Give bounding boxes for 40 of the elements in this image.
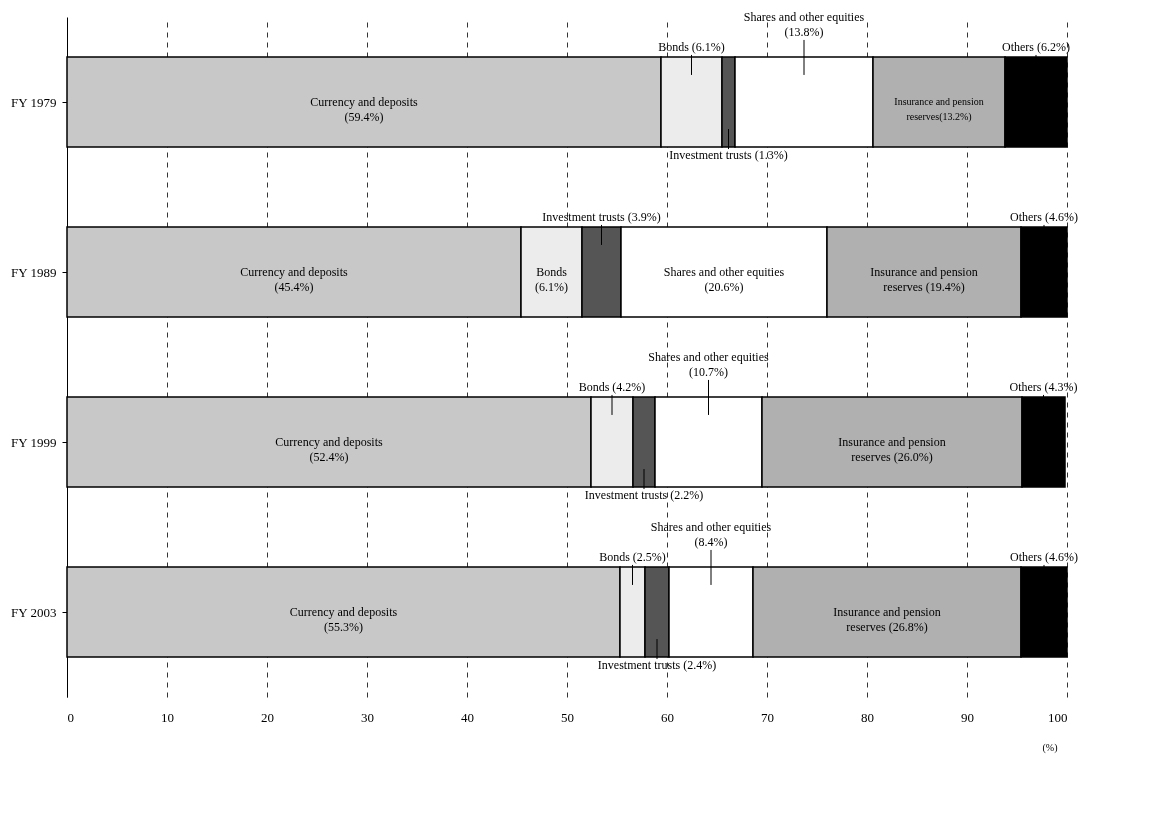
x-axis-title: (%) [1042,741,1058,754]
data-label: Shares and other equities (10.7%) [648,349,769,379]
data-label: Bonds (6.1%) [658,39,725,54]
x-tick-label: 90 [961,709,974,725]
data-label: Investment trusts (3.9%) [542,209,661,224]
data-label: Bonds (4.2%) [578,379,646,394]
y-tick-label: FY 1999 [11,434,57,450]
x-tick-label: 0 [67,709,74,725]
x-tick-label: 30 [361,709,374,725]
data-label: Currency and deposits (52.4%) [275,435,383,464]
data-label: Shares and other equities (8.4%) [650,519,772,549]
data-label: Currency and deposits (59.4%) [310,95,418,124]
data-label: Insurance and pension reserves(13.2%) [894,96,984,123]
x-tick-label: 80 [861,709,874,725]
data-label: Insurance and pension reserves (26.0%) [838,435,946,464]
x-tick-label: 100 [1048,709,1068,725]
x-tick-label: 70 [761,709,774,725]
data-label: Others (4.6%) [1010,209,1078,224]
y-tick-label: FY 1979 [11,94,57,110]
x-tick-label: 20 [261,709,274,725]
y-tick-label: FY 1989 [11,264,57,280]
data-label: Currency and deposits (45.4%) [240,265,348,294]
x-tick-label: 40 [461,709,474,725]
y-tick-label: FY 2003 [11,604,57,620]
data-label: Shares and other equities (13.8%) [743,9,865,39]
data-label: Investment trusts (2.2%) [584,488,704,503]
data-label: Others (4.6%) [1010,549,1078,564]
data-label: Insurance and pension reserves (19.4%) [870,265,978,294]
data-label: Bonds (2.5%) [599,549,666,564]
data-label: Bonds (6.1%) [535,265,568,294]
x-tick-label: 60 [661,709,674,725]
x-tick-label: 50 [561,709,574,725]
x-tick-label: 10 [161,709,174,725]
data-label: Others (6.2%) [1002,39,1070,54]
data-label: Currency and deposits (55.3%) [289,605,398,634]
data-label: Shares and other equities (20.6%) [663,265,785,294]
data-label: Others (4.3%) [1009,379,1078,394]
data-label: Insurance and pension reserves (26.8%) [833,605,941,634]
data-label: Investment trusts (2.4%) [597,658,717,673]
data-label: Investment trusts (1.3%) [669,148,788,163]
